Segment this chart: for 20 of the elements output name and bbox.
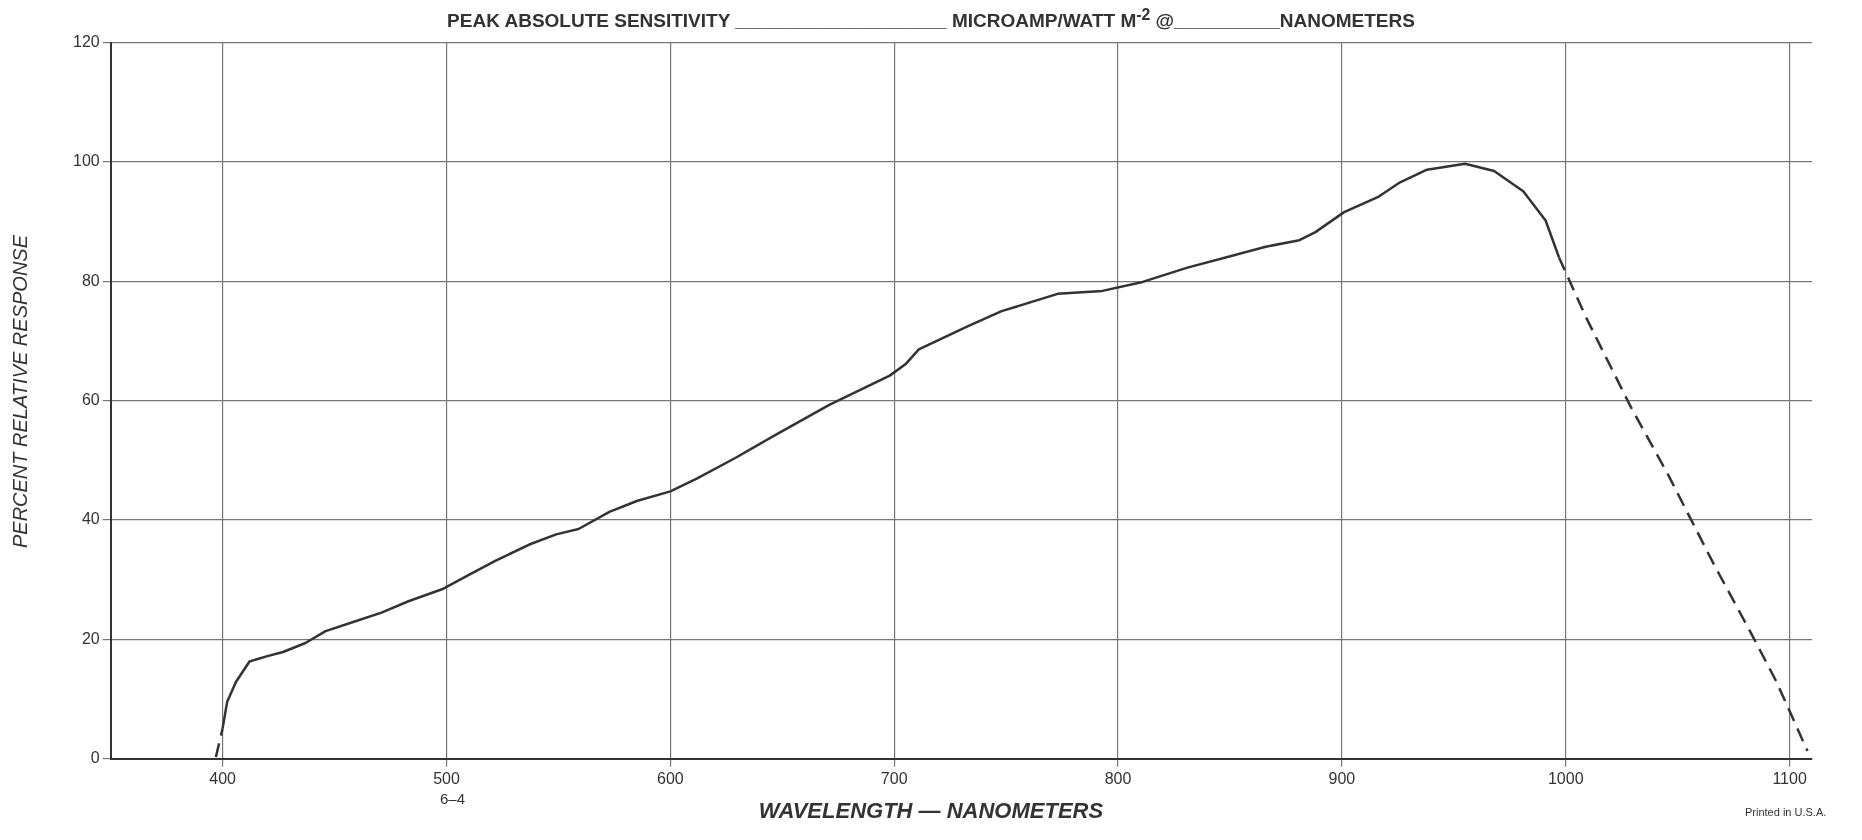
x-tick-label: 500 xyxy=(433,769,460,787)
text: Printed in U.S.A. xyxy=(1745,806,1827,818)
y-tick-label: 60 xyxy=(81,391,100,409)
x-tick-label: 600 xyxy=(656,769,684,787)
y-tick-label: 20 xyxy=(81,629,100,647)
x-tick-label: 800 xyxy=(1104,769,1132,787)
text: 6–4 xyxy=(440,790,466,807)
y-tick-label: 40 xyxy=(81,510,100,528)
x-tick-label: 1100 xyxy=(1772,769,1807,787)
x-tick-label: 700 xyxy=(880,769,908,787)
x-tick-label: 1000 xyxy=(1547,769,1584,787)
y-axis-title: PERCENT RELATIVE RESPONSE xyxy=(8,233,32,551)
chart-title: PEAK ABSOLUTE SENSITIVITY ____________________ MICROAMP/WATT M$^{-2}$ @__________NANOMETERS xyxy=(446,6,1416,33)
x-axis-title: WAVELENGTH — NANOMETERS xyxy=(758,798,1104,823)
y-tick-label: 100 xyxy=(72,152,100,170)
y-tick-label: 0 xyxy=(90,749,100,767)
x-tick-label: 400 xyxy=(209,769,237,787)
y-tick-label: 120 xyxy=(72,33,100,51)
y-tick-label: 80 xyxy=(81,271,100,289)
x-tick-label: 900 xyxy=(1328,769,1356,787)
